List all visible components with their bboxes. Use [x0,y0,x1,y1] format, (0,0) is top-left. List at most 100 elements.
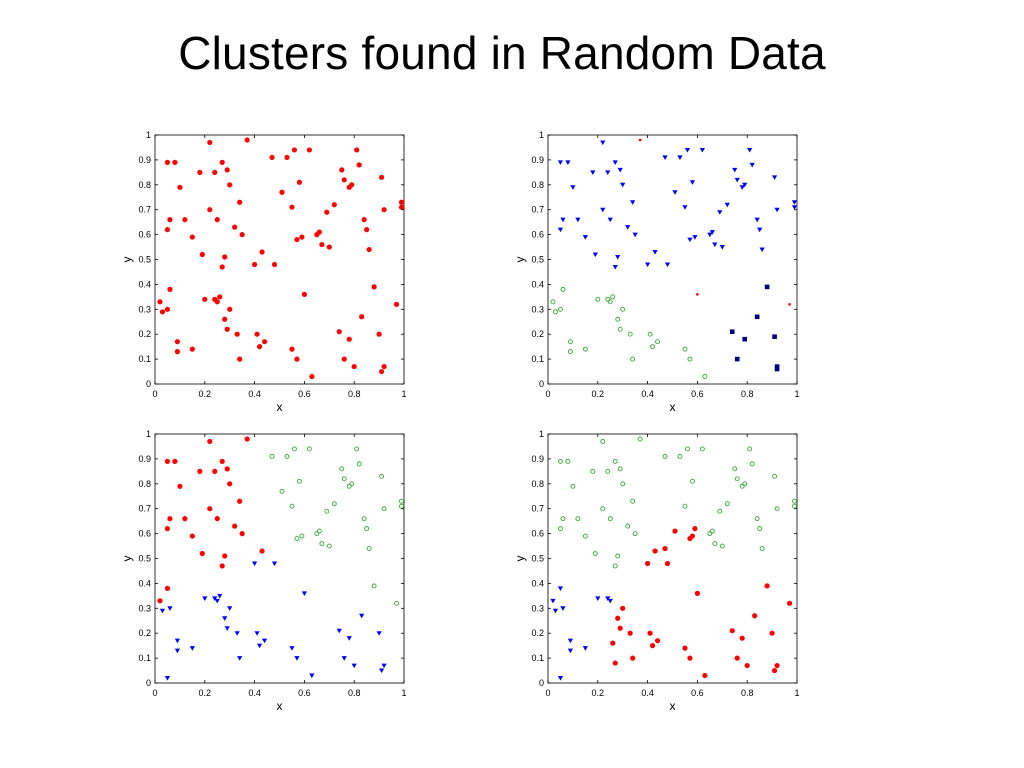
y-tick-label: 0.1 [531,653,544,663]
y-tick-label: 0 [146,678,151,688]
data-point-blue-triangle [567,638,574,644]
data-point-red-dot [393,301,400,307]
data-point-blue-triangle [189,646,195,651]
y-axis-label: y [513,257,527,263]
data-point-blue-triangle [214,598,220,604]
data-point-green-ring [346,483,352,489]
data-point-green-ring [772,473,778,479]
data-point-blue-triangle [557,227,564,233]
data-point-green-ring [792,498,797,504]
data-point-blue-triangle [222,616,228,621]
data-point-blue-triangle [164,676,171,681]
data-point-blue-triangle [684,147,691,153]
data-point-red-dot [769,630,775,636]
data-point-red-dot [729,628,735,634]
data-point-red-dot [207,139,213,146]
y-tick-label: 0.3 [138,304,151,314]
data-point-green-ring [567,349,573,355]
data-point-green-ring [600,506,606,512]
data-point-green-ring [734,476,740,482]
data-point-green-ring [570,483,576,489]
data-point-blue-triangle [565,160,571,165]
data-point-blue-triangle [346,636,352,641]
data-point-red-dot [294,236,300,243]
y-tick-label: 0.6 [138,529,151,539]
data-point-blue-triangle [620,182,626,188]
data-point-red-dot [689,533,696,539]
x-tick-label: 0 [545,688,550,698]
y-tick-label: 0 [539,379,544,389]
data-point-red-small-dot [696,293,699,296]
x-tick-label: 0 [152,389,157,399]
data-point-red-dot [167,516,173,522]
data-point-red-dot [615,615,621,621]
data-point-green-ring [319,541,325,547]
y-tick-label: 0.5 [531,554,544,564]
data-point-red-dot [346,336,352,342]
data-point-green-ring [394,600,399,606]
data-point-red-dot [259,548,265,554]
data-point-green-ring [600,439,606,444]
data-point-red-dot [341,356,347,362]
data-point-red-dot [199,550,205,557]
y-tick-label: 1 [146,429,151,439]
data-point-blue-triangle [742,182,748,188]
y-axis-label: y [120,556,134,562]
data-point-red-dot [157,598,163,604]
data-point-green-ring [682,346,688,352]
data-point-red-dot [222,254,228,260]
data-point-green-ring [314,531,320,537]
y-tick-label: 0.9 [531,155,544,165]
y-tick-label: 0.4 [531,279,544,289]
data-point-blue-triangle [378,668,385,674]
data-point-red-dot [207,506,213,512]
data-point-red-dot [219,159,225,165]
y-tick-label: 0.6 [531,529,544,539]
x-tick-label: 0.2 [199,389,212,399]
data-point-blue-triangle [252,561,258,567]
data-point-red-dot [174,349,181,355]
data-point-green-ring [754,516,760,522]
data-point-blue-triangle [612,264,618,270]
data-point-green-ring [637,436,643,442]
data-point-green-ring [774,506,780,512]
data-point-blue-triangle [699,147,705,153]
data-point-green-ring [558,526,563,532]
data-point-red-dot [164,526,171,532]
data-point-green-ring [742,481,748,487]
x-tick-label: 0.4 [641,688,654,698]
data-point-red-dot [164,458,171,464]
x-tick-label: 1 [794,688,799,698]
data-point-green-ring [615,553,621,559]
data-point-green-ring [677,453,683,459]
data-point-red-dot [164,227,171,233]
x-tick-label: 0.6 [298,688,311,698]
data-point-red-dot [652,548,658,554]
y-tick-label: 0 [146,379,151,389]
data-point-green-ring [712,541,718,547]
data-point-red-dot [378,174,385,180]
data-point-blue-triangle [645,262,651,268]
data-point-red-dot [172,458,178,464]
x-tick-label: 0.8 [741,389,754,399]
data-point-blue-triangle [560,606,566,611]
data-point-red-small-dot [638,138,642,142]
data-point-green-ring [379,473,385,479]
data-point-red-dot [306,147,312,153]
data-point-red-dot [289,346,295,352]
data-point-blue-triangle [662,155,668,161]
y-tick-label: 0.8 [531,180,544,190]
data-point-red-dot [301,291,307,297]
y-tick-label: 1 [539,130,544,140]
data-point-red-dot [232,224,238,230]
data-point-green-ring [605,468,611,474]
y-tick-label: 0.7 [138,205,151,215]
data-point-blue-triangle [560,217,566,223]
data-point-blue-triangle [759,247,765,253]
data-point-red-dot [244,436,250,442]
data-point-green-ring [366,546,372,551]
data-point-blue-triangle [174,638,181,644]
data-point-green-ring [284,453,290,459]
data-point-red-dot [177,184,183,190]
data-point-red-dot [227,182,233,188]
